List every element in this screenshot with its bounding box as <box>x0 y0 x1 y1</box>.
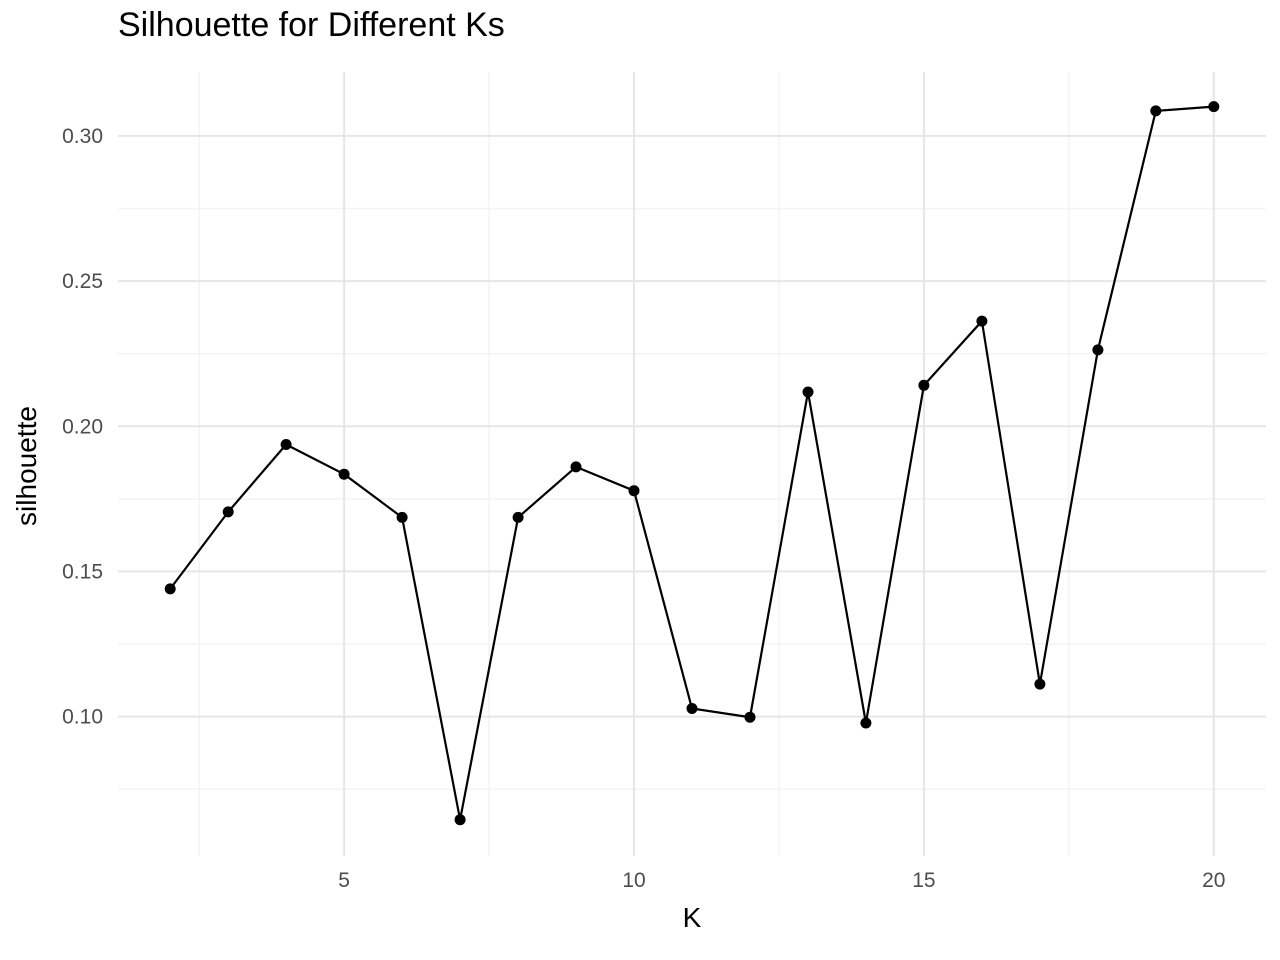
data-point <box>280 439 292 450</box>
x-tick-label: 20 <box>1202 869 1225 892</box>
data-point <box>860 717 872 729</box>
data-point <box>918 379 930 391</box>
x-tick-label: 15 <box>912 869 935 892</box>
data-point <box>628 485 640 497</box>
data-point <box>512 511 524 523</box>
y-axis-title: silhouette <box>11 406 42 526</box>
data-point <box>222 506 234 518</box>
data-point <box>338 468 350 480</box>
x-axis-title: K <box>683 902 702 933</box>
y-tick-label: 0.20 <box>62 415 103 438</box>
x-axis-ticks: 5 10 15 20 <box>338 869 1225 892</box>
data-point <box>396 511 408 523</box>
y-tick-label: 0.10 <box>62 706 103 729</box>
data-point <box>1208 101 1220 113</box>
data-point <box>686 703 698 714</box>
y-tick-label: 0.15 <box>62 560 103 583</box>
y-axis-ticks: 0.10 0.15 0.20 0.25 0.30 <box>62 125 103 729</box>
data-point <box>1150 105 1162 117</box>
data-point <box>164 583 176 595</box>
x-tick-label: 5 <box>338 869 350 892</box>
data-point <box>744 711 756 723</box>
x-tick-label: 10 <box>622 869 645 892</box>
data-point <box>570 461 582 473</box>
data-point <box>1092 344 1104 356</box>
y-tick-label: 0.25 <box>62 270 103 293</box>
data-point <box>976 315 988 327</box>
data-point <box>802 386 814 398</box>
data-point <box>454 814 466 826</box>
chart-title: Silhouette for Different Ks <box>118 6 505 44</box>
y-tick-label: 0.30 <box>62 125 103 148</box>
series-points <box>164 101 1220 826</box>
data-point <box>1034 678 1046 690</box>
grid <box>118 72 1266 856</box>
